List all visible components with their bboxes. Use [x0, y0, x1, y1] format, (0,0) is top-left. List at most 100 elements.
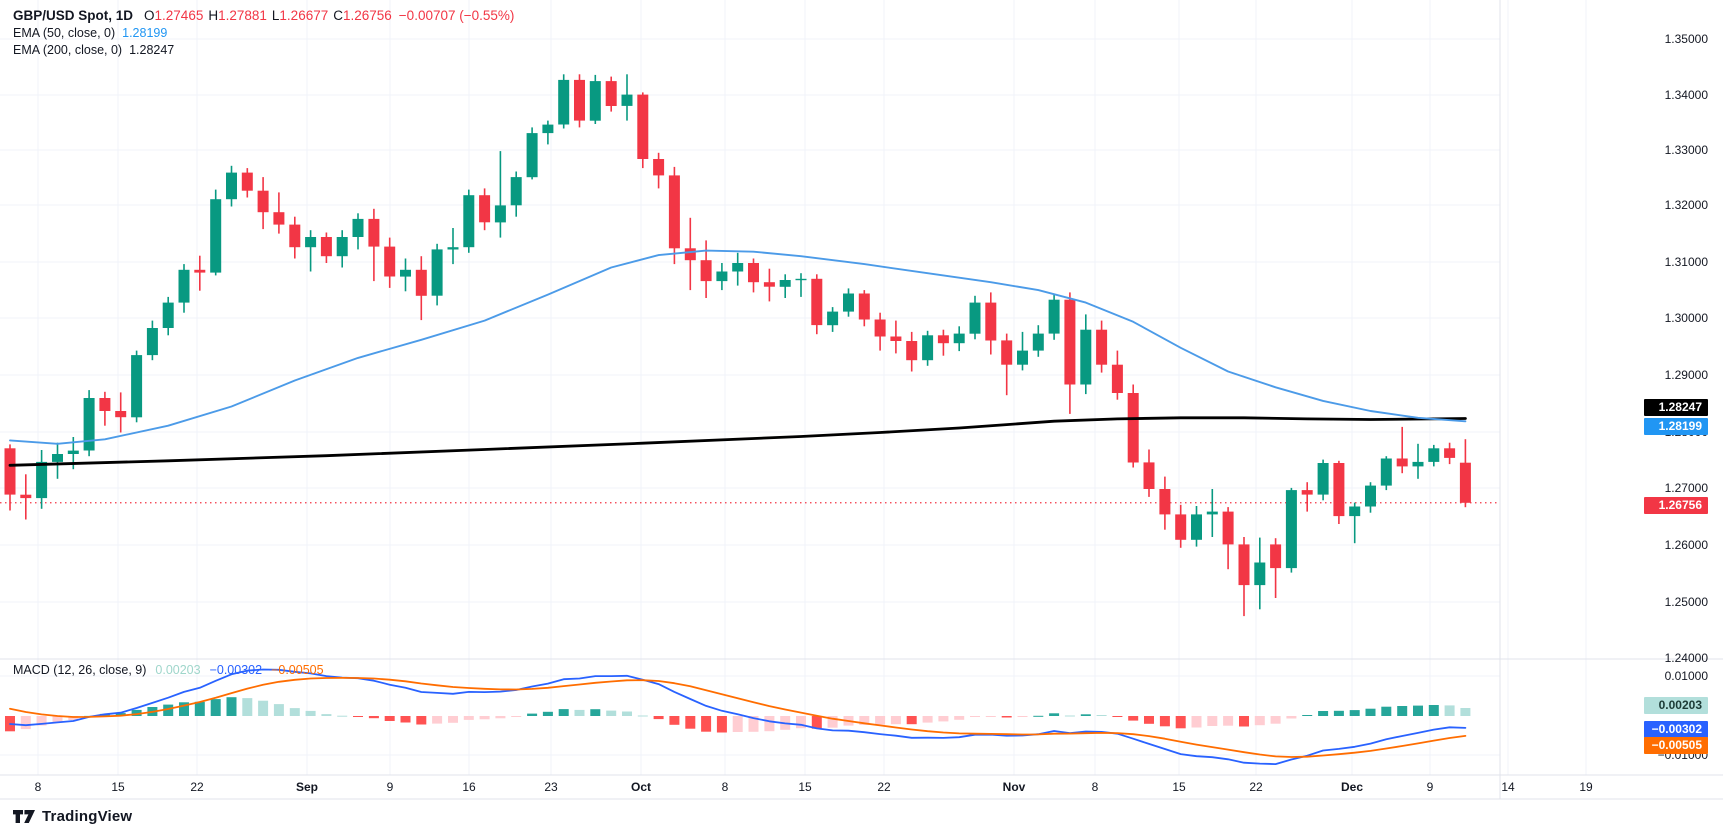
candle-body	[779, 280, 791, 287]
time-axis-label: 22	[877, 780, 891, 794]
macd-histogram-bar	[1144, 716, 1154, 724]
close-value: C1.26756	[333, 8, 392, 23]
candle-body	[1254, 562, 1266, 586]
candle-body	[510, 177, 522, 206]
candle-body	[1080, 329, 1092, 385]
time-axis-label: 8	[1091, 780, 1099, 794]
macd-histogram-bar	[1033, 715, 1044, 717]
candle-body	[431, 249, 443, 296]
macd-histogram-bar	[479, 716, 490, 720]
candle-body	[162, 302, 174, 328]
macd-histogram-bar	[163, 704, 174, 716]
macd-histogram-bar	[970, 716, 980, 717]
candle-body	[874, 319, 886, 337]
macd-histogram-bar	[1080, 714, 1091, 716]
macd-histogram-bar	[337, 715, 348, 717]
price-axis-label: 0.01000	[1664, 669, 1708, 683]
price-axis-label: 1.30000	[1664, 311, 1708, 325]
candle-body	[574, 79, 585, 121]
macd-label: MACD (12, 26, close, 9)	[13, 663, 147, 677]
macd-signal-line	[9, 677, 1467, 758]
symbol-title[interactable]: GBP/USD Spot, 1D	[13, 8, 134, 23]
macd-histogram-bar	[400, 716, 411, 723]
candle-body	[400, 269, 411, 277]
macd-line	[9, 668, 1467, 765]
candle-body	[1222, 511, 1234, 545]
time-axis-label: 9	[386, 780, 394, 794]
high-value: H1.27881	[208, 8, 267, 23]
macd-histogram-bar	[748, 716, 759, 732]
time-axis-label: 15	[111, 780, 125, 794]
ema200-current-value: 1.28247	[129, 43, 175, 57]
candle-body	[858, 293, 870, 320]
macd-histogram-bar	[448, 716, 458, 723]
time-axis-label: 9	[1426, 780, 1434, 794]
candle-body	[494, 205, 506, 223]
candle-body	[305, 237, 317, 248]
candle-body	[1001, 340, 1013, 365]
macd-legend[interactable]: MACD (12, 26, close, 9) 0.00203 −0.00302…	[13, 663, 324, 677]
macd-histogram-bar	[1318, 711, 1329, 716]
candle-body	[1159, 489, 1171, 515]
macd-histogram-bar	[36, 716, 47, 726]
price-badge: −0.00302	[1644, 720, 1708, 738]
price-axis-label: 1.33000	[1664, 143, 1708, 157]
candle-body	[194, 269, 206, 273]
macd-histogram-bar	[1397, 706, 1408, 716]
ema50-row[interactable]: EMA (50, close, 0) 1.28199	[13, 26, 514, 40]
ema50-current-value: 1.28199	[122, 26, 168, 40]
candle-body	[226, 172, 237, 200]
candle-body	[843, 293, 854, 312]
price-axis-label: 1.27000	[1664, 481, 1708, 495]
candle-body	[320, 237, 332, 257]
macd-histogram-bar	[1286, 716, 1297, 719]
time-axis-label: Oct	[630, 780, 652, 794]
price-axis-label: 1.35000	[1664, 32, 1708, 46]
candle-body	[558, 79, 570, 125]
time-axis-label: 8	[721, 780, 729, 794]
macd-histogram-bar	[1381, 706, 1392, 716]
candle-body	[922, 335, 934, 361]
candle-body	[1459, 462, 1471, 503]
candle-body	[115, 411, 127, 418]
time-axis-label: 15	[798, 780, 812, 794]
candle-body	[811, 278, 823, 326]
candle-body	[795, 278, 807, 281]
price-axis-label: 1.24000	[1664, 651, 1708, 665]
macd-histogram-bar	[622, 711, 632, 716]
macd-histogram-bar	[637, 715, 648, 717]
ema50-line	[9, 249, 1467, 445]
price-axis-label: 1.31000	[1664, 255, 1708, 269]
open-value: O1.27465	[144, 8, 204, 23]
candle-body	[605, 81, 617, 106]
ema200-line	[8, 416, 1467, 467]
candle-body	[1032, 333, 1044, 351]
candle-body	[36, 461, 48, 499]
ema50-label: EMA (50, close, 0)	[13, 26, 116, 40]
macd-histogram-bar	[226, 697, 237, 716]
macd-histogram-bar	[906, 716, 917, 725]
ema200-row[interactable]: EMA (200, close, 0) 1.28247	[13, 43, 514, 57]
macd-histogram-bar	[922, 716, 933, 723]
macd-histogram-bar	[179, 702, 189, 716]
tradingview-logo[interactable]: TradingView	[13, 808, 132, 825]
candle-body	[1285, 490, 1297, 569]
macd-histogram-bar	[606, 710, 617, 716]
price-axis-label: 1.25000	[1664, 595, 1708, 609]
macd-histogram-bar	[68, 716, 79, 720]
candle-body	[716, 271, 728, 282]
macd-histogram-bar	[1302, 715, 1313, 716]
candle-body	[985, 302, 997, 341]
candle-body	[1333, 463, 1345, 517]
macd-histogram-bar	[811, 716, 822, 729]
macd-histogram-bar	[859, 716, 870, 725]
candle-body	[20, 494, 32, 499]
macd-histogram-value: 0.00203	[155, 663, 201, 677]
candle-body	[1428, 448, 1440, 462]
macd-histogram-bar	[1444, 705, 1455, 716]
macd-histogram-bar	[1223, 716, 1234, 726]
macd-histogram-bar	[1365, 708, 1376, 716]
candle-body	[273, 212, 285, 225]
